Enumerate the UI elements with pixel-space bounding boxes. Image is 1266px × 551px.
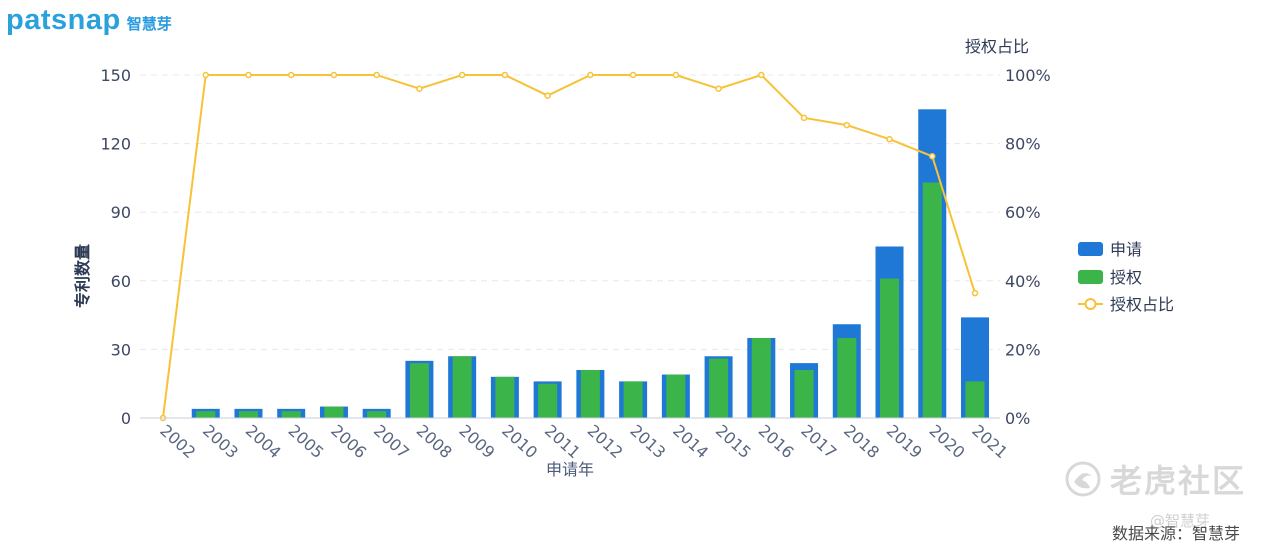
ratio-point[interactable] (501, 71, 509, 79)
legend-item-apply[interactable]: 申请 (1078, 240, 1142, 259)
watermark-text: 老虎社区 (1110, 462, 1247, 500)
watermark-subtext: @智慧芽 (1150, 512, 1211, 530)
x-tick-label: 2009 (455, 421, 498, 462)
x-tick-label: 2011 (541, 421, 584, 462)
y2-axis-label: 授权占比 (965, 37, 1029, 56)
x-tick-label: 2007 (370, 421, 413, 462)
bar-grant[interactable] (709, 358, 729, 418)
y-tick-label: 120 (100, 135, 131, 154)
bar-grant[interactable] (922, 182, 942, 418)
x-tick-label: 2002 (156, 421, 199, 462)
bars (191, 109, 989, 419)
y-tick-label: 60 (111, 272, 131, 291)
bar-grant[interactable] (281, 411, 301, 418)
legend-swatch-grant (1078, 270, 1103, 284)
x-tick-label: 2020 (926, 421, 969, 462)
y2-tick-label: 100% (1005, 66, 1051, 85)
ratio-point[interactable] (929, 153, 936, 160)
ratio-point[interactable] (886, 135, 893, 143)
y2-tick-label: 80% (1005, 135, 1041, 154)
ratio-point[interactable] (758, 71, 765, 79)
legend-label-grant: 授权 (1110, 268, 1142, 287)
bar-grant[interactable] (580, 369, 600, 418)
x-tick-label: 2013 (626, 421, 669, 462)
brand-logo: patsnap 智慧芽 (6, 4, 172, 37)
x-tick-label: 2003 (199, 421, 242, 462)
legend-swatch-ratio-dot (1084, 298, 1097, 310)
bar-grant[interactable] (538, 383, 558, 418)
bar-grant[interactable] (495, 376, 515, 418)
ratio-polyline (162, 73, 976, 419)
bar-grant[interactable] (666, 374, 686, 418)
brand-name: patsnap (6, 4, 121, 36)
ratio-point[interactable] (800, 114, 808, 122)
bar-grant[interactable] (452, 356, 472, 418)
legend: 申请 授权 授权占比 (1078, 240, 1174, 314)
legend-item-grant[interactable]: 授权 (1078, 268, 1142, 287)
x-tick-label: 2017 (797, 421, 840, 462)
ratio-point[interactable] (202, 71, 209, 79)
axes: 0 0%30 20%60 40%90 60%120 80%150 100%2002 2003 2… (100, 66, 1050, 462)
y2-tick-label: 60% (1005, 203, 1041, 222)
legend-item-ratio[interactable]: 授权占比 (1078, 295, 1174, 314)
x-tick-label: 2006 (327, 421, 370, 462)
y-tick-label: 30 (111, 340, 131, 359)
x-tick-label: 2014 (669, 421, 712, 462)
bar-grant[interactable] (837, 337, 857, 418)
ratio-point[interactable] (245, 71, 252, 79)
x-tick-label: 2018 (840, 421, 883, 462)
x-tick-label: 2019 (883, 421, 926, 462)
ratio-point[interactable] (971, 289, 979, 297)
brand-cn-name: 智慧芽 (126, 15, 172, 33)
x-tick-label: 2016 (755, 421, 798, 462)
ratio-point[interactable] (629, 71, 637, 79)
ratio-point[interactable] (287, 71, 295, 79)
legend-label-apply: 申请 (1110, 240, 1142, 259)
x-tick-label: 2004 (242, 421, 285, 462)
data-source-note: 数据来源：智慧芽 (1112, 524, 1241, 543)
x-tick-label: 2012 (584, 421, 627, 462)
bar-grant[interactable] (409, 363, 429, 418)
bar-grant[interactable] (880, 278, 900, 418)
bar-grant[interactable] (623, 381, 643, 418)
ratio-point[interactable] (672, 71, 680, 79)
ratio-point[interactable] (587, 71, 594, 79)
bar-grant[interactable] (794, 369, 814, 418)
ratio-point[interactable] (458, 71, 466, 79)
x-tick-label: 2005 (285, 421, 328, 462)
legend-swatch-apply (1078, 242, 1103, 256)
bar-grant[interactable] (367, 411, 387, 418)
ratio-point[interactable] (330, 71, 338, 79)
y-tick-label: 150 (100, 66, 131, 85)
ratio-point[interactable] (544, 92, 551, 99)
y2-tick-label: 40% (1005, 272, 1041, 291)
y2-tick-label: 20% (1005, 340, 1041, 359)
ratio-line (159, 71, 979, 422)
ratio-point[interactable] (373, 71, 380, 79)
bar-grant[interactable] (324, 406, 344, 418)
x-tick-label: 2015 (712, 421, 755, 462)
ratio-point[interactable] (715, 85, 722, 92)
x-tick-label: 2010 (498, 421, 541, 462)
bar-grant[interactable] (751, 337, 771, 418)
y-axis-label: 专利数量 (73, 244, 92, 308)
bar-grant[interactable] (196, 411, 216, 418)
y-tick-label: 0 (121, 409, 131, 428)
bar-grant[interactable] (965, 381, 985, 418)
bar-grant[interactable] (238, 411, 258, 418)
ratio-point[interactable] (843, 121, 851, 129)
watermark: 老虎社区 (1064, 456, 1246, 502)
y-tick-label: 90 (111, 203, 131, 222)
y2-tick-label: 0% (1005, 409, 1030, 428)
legend-label-ratio: 授权占比 (1110, 295, 1174, 314)
x-axis-label: 申请年 (546, 460, 594, 479)
ratio-point[interactable] (416, 85, 423, 92)
tiger-logo-icon (1065, 461, 1101, 497)
grid-lines (140, 74, 1000, 350)
x-tick-label: 2008 (413, 421, 456, 462)
